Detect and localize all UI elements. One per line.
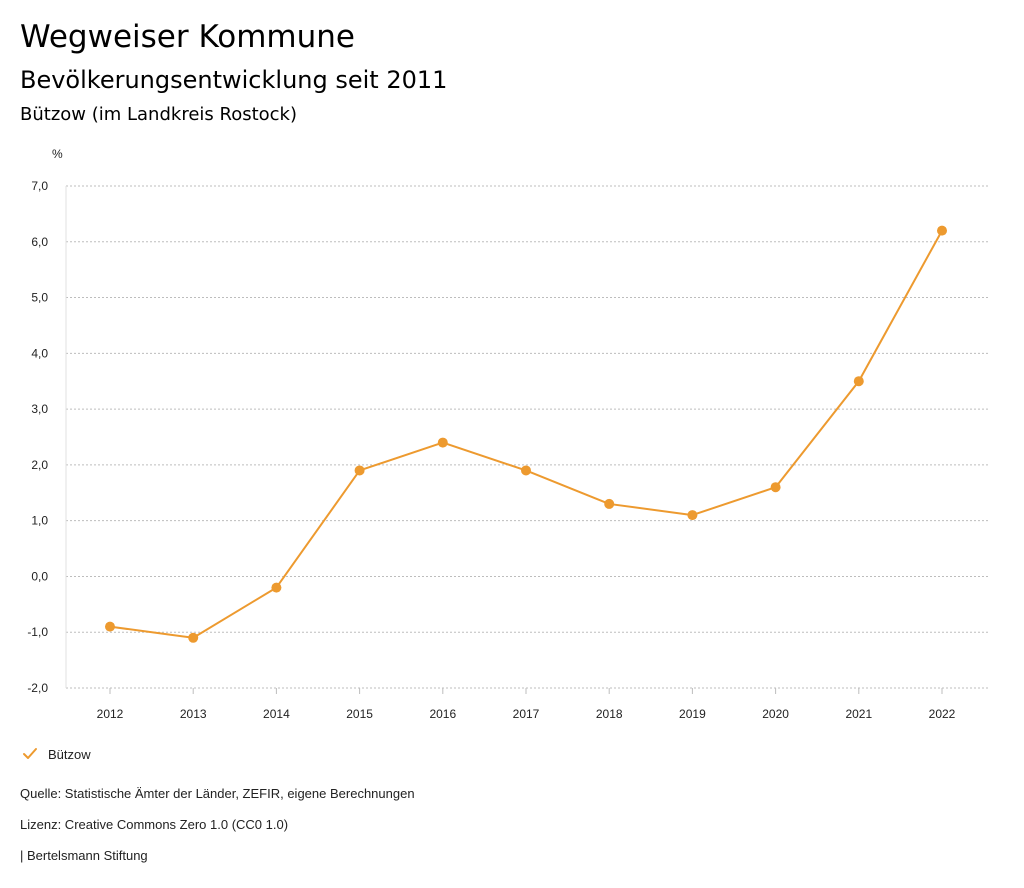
data-points [105,225,947,643]
data-point[interactable] [853,376,864,387]
y-tick-label: -1,0 [27,625,48,639]
y-tick-label: 7,0 [31,179,48,193]
y-tick-label: 6,0 [31,235,48,249]
x-tick-label: 2020 [762,707,789,721]
x-tick-label: 2018 [596,707,623,721]
license-note: Lizenz: Creative Commons Zero 1.0 (CC0 1… [20,817,289,832]
x-tick-label: 2013 [180,707,207,721]
data-point[interactable] [188,632,199,643]
y-tick-label: 4,0 [31,346,48,360]
x-axis-ticks: 2012 2013 2014 2015 2016 2017 2018 2019 2020 2021… [97,688,956,721]
y-tick-label: 1,0 [31,514,48,528]
x-tick-label: 2017 [513,707,540,721]
source-note: Quelle: Statistische Ämter der Länder, Z… [20,786,415,801]
x-tick-label: 2021 [845,707,872,721]
y-axis-ticks: -2,0 -1,0 0,0 1,0 2,0 3,0 4,0 5,0 6,0 7,0 [27,179,48,695]
data-point[interactable] [105,621,115,632]
location-subtitle: Bützow (im Landkreis Rostock) [20,104,297,125]
x-tick-label: 2014 [263,707,290,721]
line-chart: % -2,0-1,00,01,02,03,04,05,06,07,0 2012 2… [27,147,990,721]
data-point[interactable] [937,225,947,236]
legend-label: Bützow [48,746,91,762]
data-point[interactable] [354,465,365,476]
y-tick-label: 0,0 [31,569,48,583]
data-point[interactable] [271,582,282,593]
x-tick-label: 2019 [679,707,706,721]
data-point[interactable] [687,510,698,521]
legend-item-butzow[interactable]: Bützow [22,744,91,764]
y-tick-label: 3,0 [31,402,48,416]
y-tick-label: 2,0 [31,458,48,472]
data-point[interactable] [604,498,615,509]
x-tick-label: 2015 [346,707,373,721]
data-point[interactable] [521,465,531,476]
gridlines [65,185,990,689]
page-title: Wegweiser Kommune [20,19,355,55]
data-point[interactable] [770,482,781,493]
y-tick-label: -2,0 [27,681,48,695]
data-point[interactable] [437,437,448,448]
x-tick-label: 2012 [97,707,124,721]
x-tick-label: 2022 [929,707,956,721]
x-tick-label: 2016 [429,707,456,721]
publisher-note: | Bertelsmann Stiftung [20,848,148,863]
y-tick-label: 5,0 [31,291,48,305]
chart-subtitle: Bevölkerungsentwicklung seit 2011 [20,66,448,94]
checkmark-icon [23,748,37,759]
y-axis-unit-label: % [52,147,63,161]
